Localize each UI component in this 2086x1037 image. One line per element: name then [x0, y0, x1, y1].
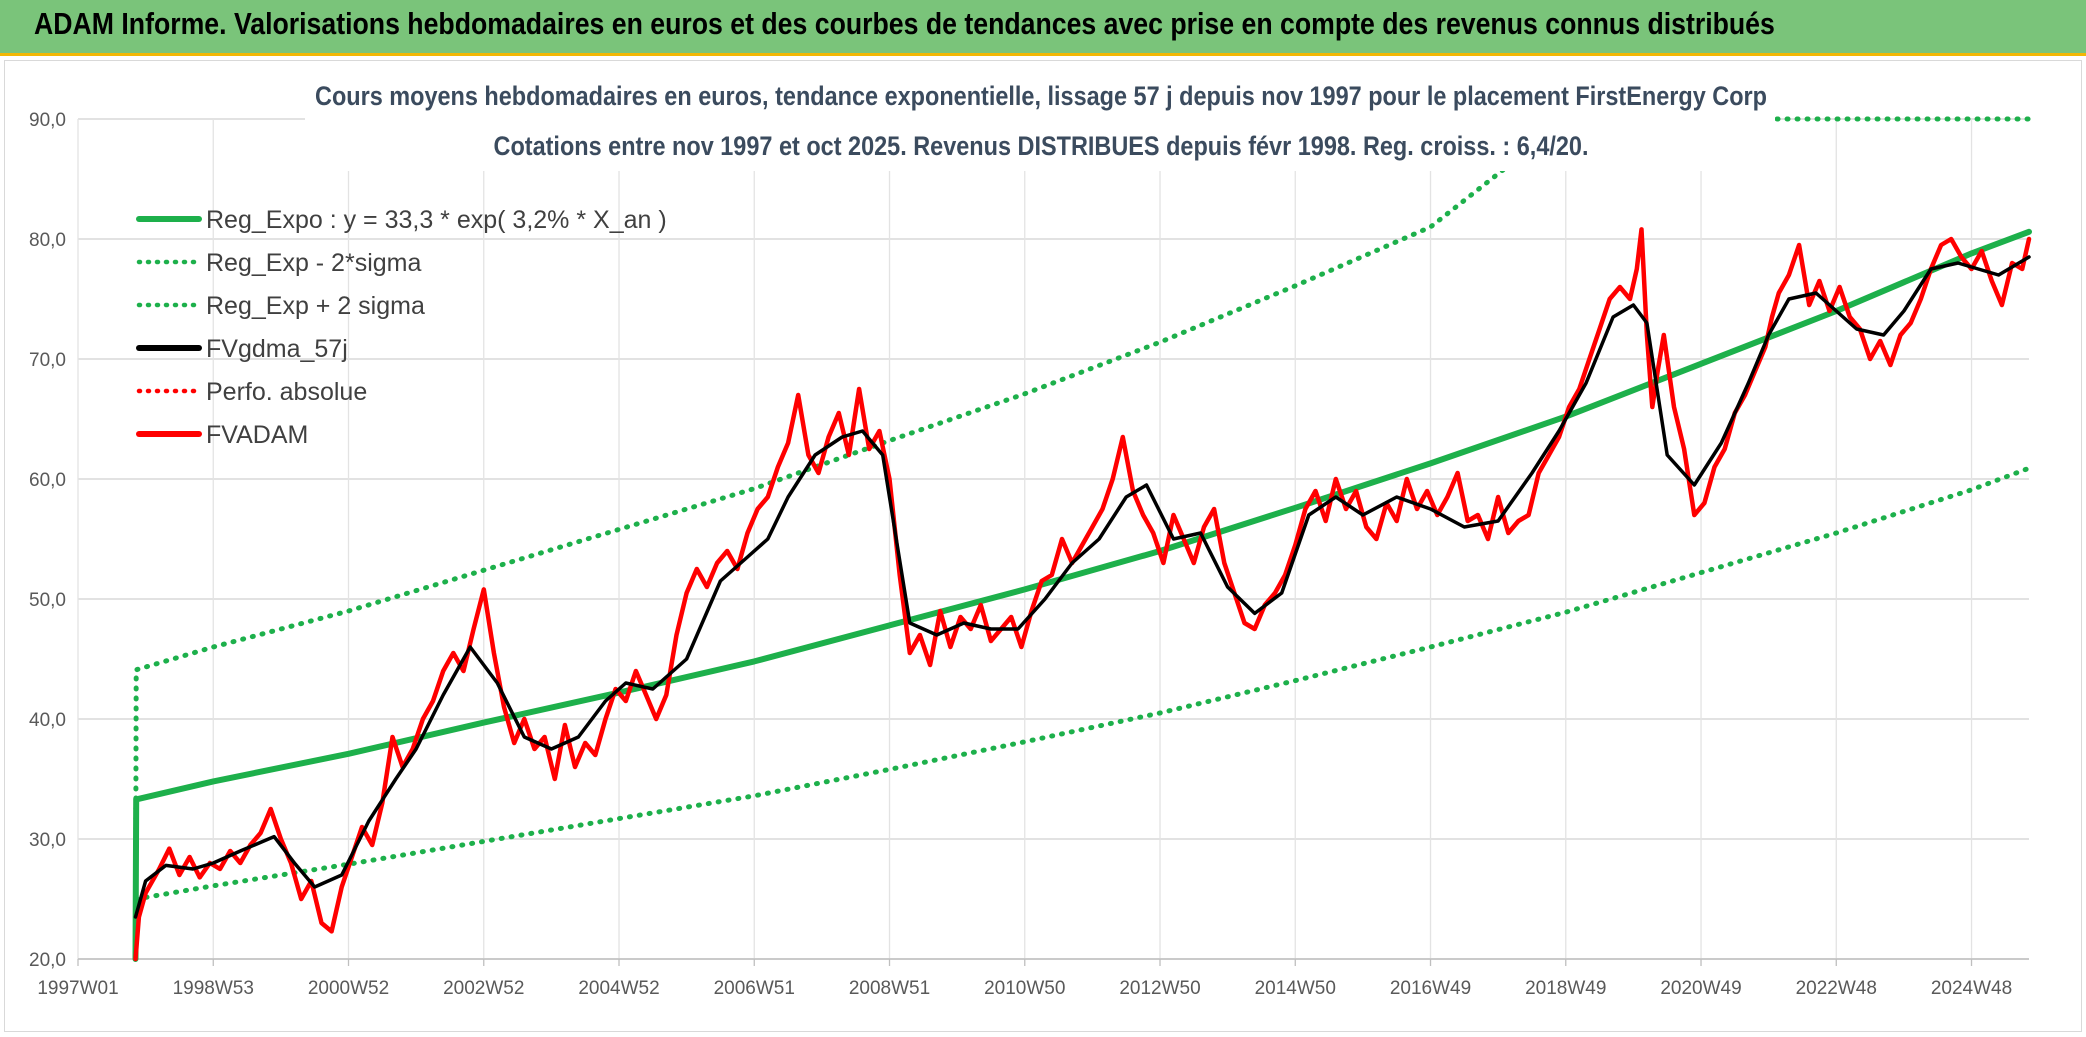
x-tick-label: 2018W49: [1525, 978, 1606, 999]
x-tick-label: 2012W50: [1119, 978, 1200, 999]
x-tick-label: 2006W51: [714, 978, 795, 999]
x-tick-label: 2002W52: [443, 978, 524, 999]
series-line-0: [132, 228, 2032, 962]
x-tick-label: 2004W52: [578, 978, 659, 999]
legend-label: FVgdma_57j: [206, 335, 348, 363]
series-layer: [132, 116, 2032, 962]
legend: Reg_Expo : y = 33,3 * exp( 3,2% * X_an )…: [136, 206, 667, 449]
grid-layer: [77, 118, 2029, 960]
y-tick-label: 70,0: [29, 350, 66, 371]
series-line-3: [133, 255, 2031, 919]
x-tick-label: 2024W48: [1931, 978, 2012, 999]
x-tick-label: 2014W50: [1255, 978, 1336, 999]
page-title: ADAM Informe. Valorisations hebdomadaire…: [34, 6, 1775, 41]
chart-svg: 20,0 30,0 40,0 50,0 60,0 70,0 80,0 90,0 1997W01 1…: [29, 63, 2032, 999]
axis-layer: 20,0 30,0 40,0 50,0 60,0 70,0 80,0 90,0 1997W01 1…: [29, 110, 2029, 999]
y-tick-label: 40,0: [29, 710, 66, 731]
legend-label: Reg_Exp - 2*sigma: [206, 249, 421, 277]
series-line-2: [133, 116, 2032, 962]
y-tick-label: 60,0: [29, 470, 66, 491]
page-header: ADAM Informe. Valorisations hebdomadaire…: [0, 0, 2086, 56]
y-tick-label: 20,0: [29, 950, 66, 971]
legend-label: FVADAM: [206, 421, 308, 449]
x-tick-label: 2000W52: [308, 978, 389, 999]
chart-title: Cours moyens hebdomadaires en euros, ten…: [305, 63, 1775, 171]
y-tick-label: 50,0: [29, 590, 66, 611]
legend-label: Reg_Exp + 2 sigma: [206, 292, 425, 320]
y-tick-label: 90,0: [29, 110, 66, 131]
chart-title-line-1: Cours moyens hebdomadaires en euros, ten…: [315, 81, 1767, 111]
chart-title-line-2: Cotations entre nov 1997 et oct 2025. Re…: [494, 131, 1589, 161]
x-tick-label: 1997W01: [37, 978, 118, 999]
x-tick-label: 2008W51: [849, 978, 930, 999]
x-tick-label: 2022W48: [1796, 978, 1877, 999]
legend-label: Perfo. absolue: [206, 378, 367, 406]
y-tick-label: 30,0: [29, 830, 66, 851]
x-tick-label: 2020W49: [1660, 978, 1741, 999]
legend-label: Reg_Expo : y = 33,3 * exp( 3,2% * X_an ): [206, 206, 667, 234]
x-tick-label: 2016W49: [1390, 978, 1471, 999]
chart-frame: 20,0 30,0 40,0 50,0 60,0 70,0 80,0 90,0 1997W01 1…: [4, 60, 2082, 1032]
x-tick-label: 2010W50: [984, 978, 1065, 999]
series-line-5: [133, 227, 2032, 962]
x-tick-label: 1998W53: [173, 978, 254, 999]
y-tick-label: 80,0: [29, 230, 66, 251]
